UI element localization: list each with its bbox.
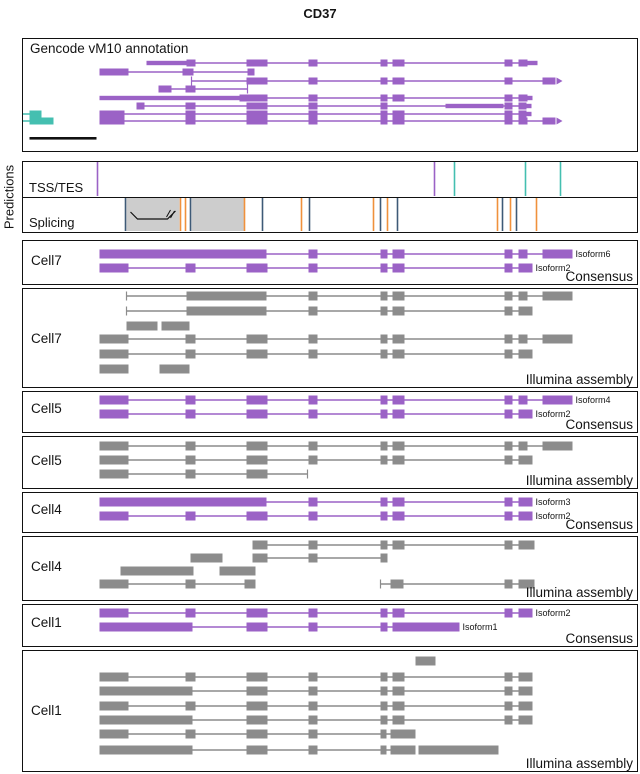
cell5-consensus-track: Isoform4 Isoform2 bbox=[99, 395, 611, 419]
tss-tes-label: TSS/TES bbox=[29, 180, 84, 195]
tss-tes-panel: TSS/TES bbox=[22, 161, 638, 198]
cell7-illumina-label: Cell7 bbox=[31, 331, 62, 346]
figure-title: CD37 bbox=[303, 6, 337, 21]
cell7-illumina-corner-label: Illumina assembly bbox=[525, 372, 633, 387]
cell1-consensus-label: Cell1 bbox=[31, 615, 62, 630]
cell7-consensus-track: Isoform6 Isoform2 bbox=[99, 249, 611, 273]
gencode-annotation-panel: Gencode vM10 annotation bbox=[22, 38, 638, 152]
cell1-illumina-panel: Cell1 Illumina assembly bbox=[22, 650, 638, 772]
cell4-consensus-label: Cell4 bbox=[31, 502, 62, 517]
cell4-illumina-panel: Cell4 Illumina assembly bbox=[22, 536, 638, 601]
cell1-illumina-corner-label: Illumina assembly bbox=[525, 756, 633, 771]
splicing-label: Splicing bbox=[29, 215, 75, 230]
cell1-illumina-track bbox=[99, 656, 533, 755]
svg-text:Isoform6: Isoform6 bbox=[576, 249, 611, 259]
cell5-illumina-corner-label: Illumina assembly bbox=[525, 473, 633, 488]
cell7-consensus-panel: Isoform6 Isoform2 Cell7 Consensus bbox=[22, 240, 638, 285]
svg-text:Isoform3: Isoform3 bbox=[536, 497, 571, 507]
cell4-consensus-track: Isoform3 Isoform2 bbox=[99, 497, 571, 521]
svg-text:Isoform1: Isoform1 bbox=[463, 622, 498, 632]
splicing-track bbox=[124, 197, 538, 231]
cell7-illumina-panel: Cell7 Illumina assembly bbox=[22, 288, 638, 388]
svg-text:Isoform2: Isoform2 bbox=[536, 511, 571, 521]
predictions-section: Predictions bbox=[0, 161, 18, 233]
svg-text:Isoform4: Isoform4 bbox=[576, 395, 611, 405]
cell7-illumina-track bbox=[99, 291, 573, 374]
gencode-panel-label: Gencode vM10 annotation bbox=[30, 41, 189, 56]
splicing-panel: Splicing bbox=[22, 196, 638, 233]
cell5-consensus-panel: Isoform4 Isoform2 Cell5 Consensus bbox=[22, 391, 638, 433]
cell4-consensus-panel: Isoform3 Isoform2 Cell4 Consensus bbox=[22, 492, 638, 533]
cell1-illumina-label: Cell1 bbox=[31, 703, 62, 718]
cell1-consensus-track: Isoform2 Isoform1 bbox=[99, 608, 571, 632]
cell5-illumina-label: Cell5 bbox=[31, 453, 62, 468]
cell5-consensus-label: Cell5 bbox=[31, 401, 62, 416]
gencode-track bbox=[23, 59, 563, 140]
svg-text:Isoform2: Isoform2 bbox=[536, 263, 571, 273]
cell4-illumina-track bbox=[99, 540, 535, 589]
tss-tes-track bbox=[96, 162, 562, 196]
cell7-consensus-corner-label: Consensus bbox=[565, 269, 633, 284]
cell1-consensus-panel: Isoform2 Isoform1 Cell1 Consensus bbox=[22, 604, 638, 647]
cell5-consensus-corner-label: Consensus bbox=[565, 417, 633, 432]
cell4-consensus-corner-label: Consensus bbox=[565, 517, 633, 532]
svg-text:Isoform2: Isoform2 bbox=[536, 409, 571, 419]
cell1-consensus-corner-label: Consensus bbox=[565, 631, 633, 646]
svg-text:Isoform2: Isoform2 bbox=[536, 608, 571, 618]
cell4-illumina-corner-label: Illumina assembly bbox=[525, 585, 633, 600]
cell5-illumina-panel: Cell5 Illumina assembly bbox=[22, 436, 638, 489]
cell4-illumina-label: Cell4 bbox=[31, 559, 62, 574]
cell5-illumina-track bbox=[99, 441, 573, 479]
cell7-consensus-label: Cell7 bbox=[31, 253, 62, 268]
predictions-section-label: Predictions bbox=[1, 164, 17, 230]
